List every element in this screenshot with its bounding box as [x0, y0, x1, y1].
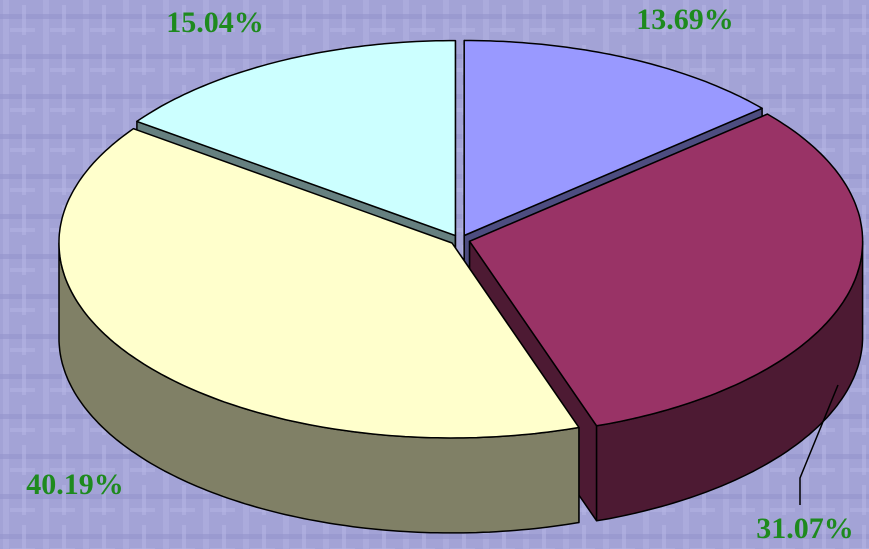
data-label: 15.04% — [166, 6, 264, 39]
data-label: 40.19% — [26, 468, 124, 501]
slice — [58, 127, 580, 439]
data-label: 31.07% — [756, 512, 854, 545]
slice — [468, 113, 864, 427]
slice — [136, 39, 457, 237]
data-label: 13.69% — [636, 3, 734, 36]
slice — [463, 39, 763, 237]
leader-line — [799, 384, 839, 505]
pie — [58, 39, 864, 534]
